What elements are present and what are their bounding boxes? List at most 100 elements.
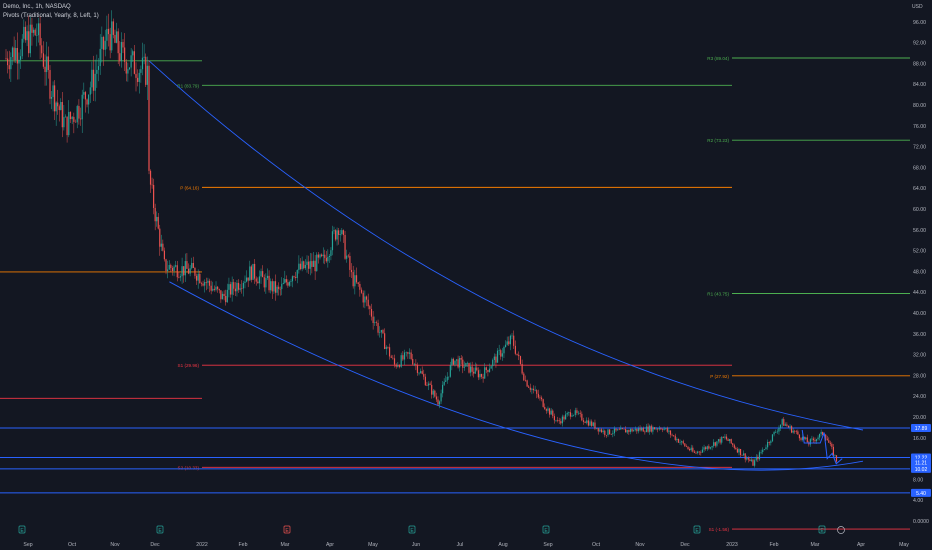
candle-body xyxy=(15,47,17,61)
candle-body xyxy=(47,56,49,71)
event-marker xyxy=(283,525,291,534)
candle-body xyxy=(135,73,137,78)
candle-body xyxy=(133,51,135,74)
candle-body xyxy=(42,53,44,67)
projection-path xyxy=(801,429,843,465)
candle-body xyxy=(812,438,815,441)
candle-body xyxy=(162,243,164,251)
candle-body xyxy=(834,455,836,456)
x-tick-label: Aug xyxy=(498,542,507,548)
candle-body xyxy=(41,45,43,54)
candle-body xyxy=(806,437,808,443)
candle-body xyxy=(229,284,232,295)
candle-body xyxy=(657,428,659,430)
candle-body xyxy=(746,458,748,460)
candle-body xyxy=(469,366,472,373)
candle-body xyxy=(650,425,652,432)
y-tick-label: 72.00 xyxy=(913,145,926,151)
event-marker xyxy=(818,525,826,534)
candle-body xyxy=(459,357,461,368)
candle-body xyxy=(187,268,190,274)
candle-body xyxy=(424,376,426,386)
candle-body xyxy=(122,42,124,48)
candle-body xyxy=(104,40,106,50)
candle-body xyxy=(523,373,525,381)
x-tick-label: Mar xyxy=(281,542,290,548)
channel-upper-line xyxy=(148,60,864,431)
candle-body xyxy=(319,254,321,258)
candle-body xyxy=(151,184,153,186)
candle-body xyxy=(681,441,683,443)
candle-body xyxy=(534,390,536,391)
candle-body xyxy=(157,216,159,229)
candle-body xyxy=(128,67,131,70)
candle-body xyxy=(762,449,764,453)
candle-body xyxy=(636,428,638,432)
candle-body xyxy=(805,437,807,439)
candle-body xyxy=(423,373,425,377)
candle-body xyxy=(76,106,78,123)
candle-body xyxy=(408,352,411,354)
candle-body xyxy=(410,352,412,359)
candle-body xyxy=(68,111,70,136)
candle-body xyxy=(69,111,72,120)
candle-body xyxy=(250,266,252,280)
candle-body xyxy=(781,419,783,425)
candle-body xyxy=(226,289,228,303)
price-label-text: 10.02 xyxy=(915,467,928,473)
candle-body xyxy=(412,358,414,365)
candle-body xyxy=(16,47,18,64)
candle-body xyxy=(80,118,82,120)
candle-body xyxy=(221,293,224,300)
candle-body xyxy=(270,281,272,291)
candle-body xyxy=(385,347,387,350)
event-marker-label: E xyxy=(544,528,548,534)
candle-body xyxy=(111,21,113,51)
candle-body xyxy=(767,441,769,448)
candle-body xyxy=(760,452,762,453)
candle-body xyxy=(205,282,207,283)
candle-body xyxy=(783,419,785,426)
y-tick-label: 80.00 xyxy=(913,103,926,109)
candle-body xyxy=(685,446,688,447)
y-tick-label: 36.00 xyxy=(913,332,926,338)
candle-body xyxy=(684,443,686,447)
candle-body xyxy=(492,359,494,367)
candle-body xyxy=(498,350,500,351)
candle-body xyxy=(415,364,417,365)
candle-body xyxy=(364,296,366,303)
candle-body xyxy=(19,56,22,60)
price-label-box xyxy=(911,488,931,497)
candle-body xyxy=(555,420,557,421)
candle-body xyxy=(577,412,580,414)
candle-body xyxy=(388,347,391,357)
candle-body xyxy=(778,427,780,432)
candle-body xyxy=(312,260,315,267)
candle-body xyxy=(730,439,732,444)
candle-body xyxy=(194,267,196,276)
candle-body xyxy=(463,366,465,368)
candle-body xyxy=(565,414,567,420)
candle-body xyxy=(442,384,444,394)
candle-body xyxy=(252,263,254,280)
candle-body xyxy=(160,243,162,247)
candle-body xyxy=(170,264,172,268)
candle-body xyxy=(794,430,796,432)
candle-body xyxy=(792,430,794,433)
candle-body xyxy=(717,439,720,442)
candle-body xyxy=(191,262,193,269)
candle-body xyxy=(341,230,343,235)
candle-body xyxy=(281,283,283,290)
candle-body xyxy=(387,347,389,348)
candle-body xyxy=(347,255,349,257)
candle-body xyxy=(355,275,358,283)
candle-body xyxy=(613,428,616,434)
candle-body xyxy=(471,366,473,372)
candle-body xyxy=(529,387,531,390)
candle-body xyxy=(679,442,681,443)
candle-body xyxy=(231,282,233,295)
candle-body xyxy=(542,399,544,407)
x-tick-label: Mar xyxy=(811,542,820,548)
